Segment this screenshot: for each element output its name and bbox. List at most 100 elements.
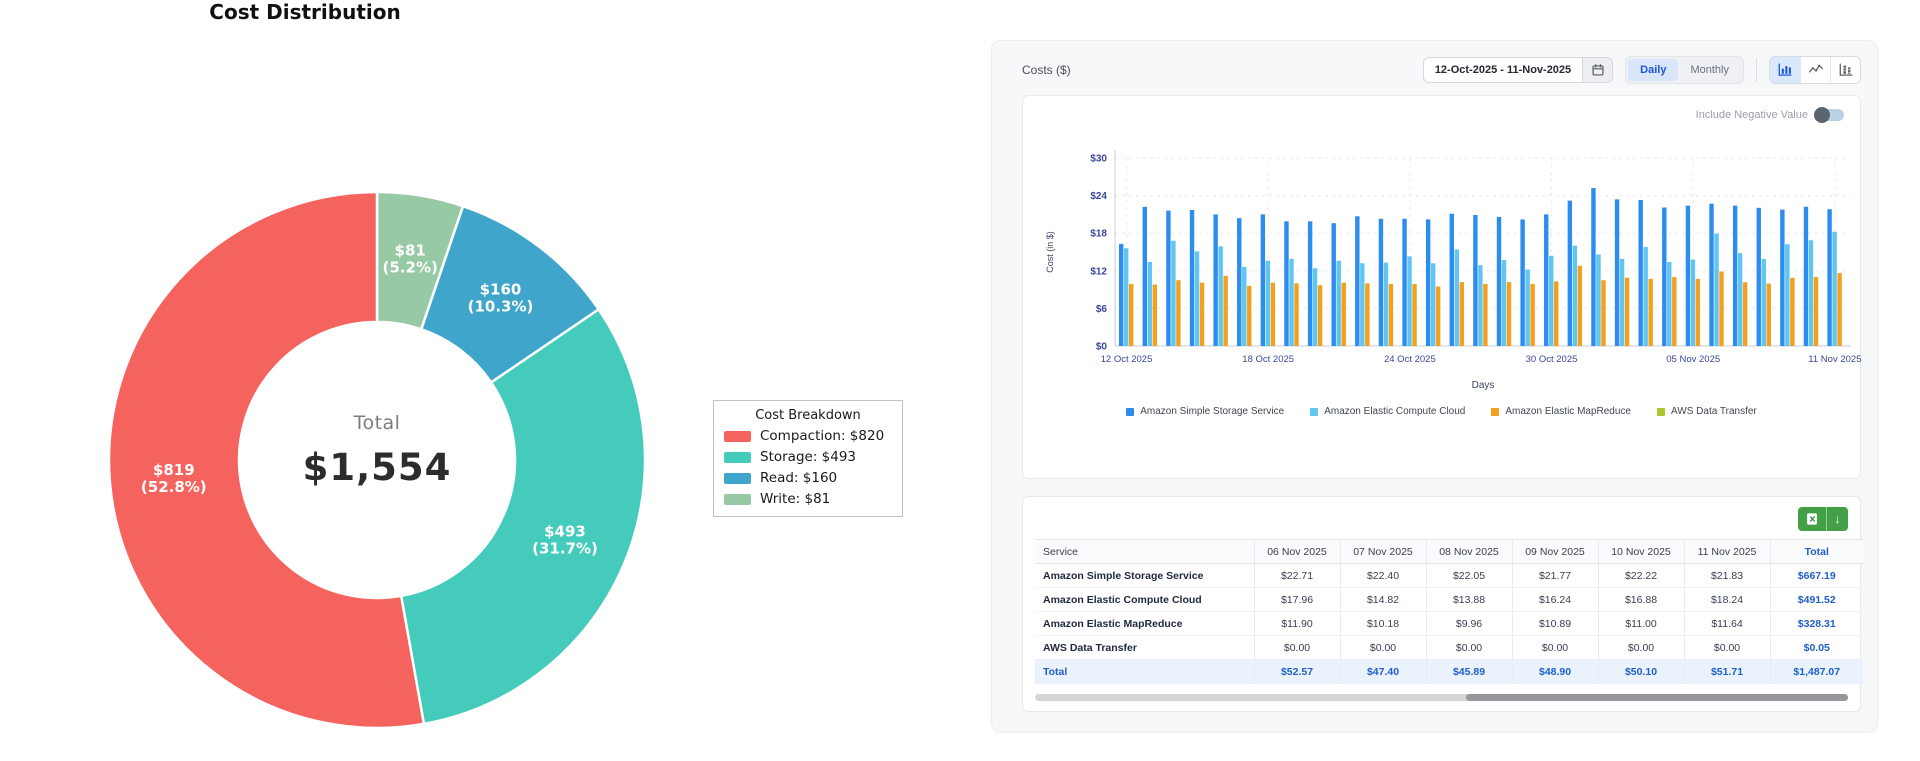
- include-negative-toggle[interactable]: [1814, 107, 1844, 123]
- bar-03-Nov-2025[interactable]: [1638, 199, 1643, 346]
- bar-12-Oct-2025[interactable]: [1119, 243, 1124, 346]
- bar-23-Oct-2025[interactable]: [1378, 218, 1384, 346]
- bar-31-Oct-2025[interactable]: [1572, 245, 1578, 346]
- bar-22-Oct-2025[interactable]: [1355, 216, 1360, 346]
- bar-13-Oct-2025[interactable]: [1152, 284, 1158, 346]
- bar-08-Nov-2025[interactable]: [1761, 259, 1766, 346]
- bar-06-Nov-2025[interactable]: [1709, 203, 1714, 346]
- bar-24-Oct-2025[interactable]: [1407, 256, 1412, 346]
- bar-09-Nov-2025[interactable]: [1785, 244, 1790, 346]
- bar-07-Nov-2025[interactable]: [1742, 282, 1748, 346]
- bar-18-Oct-2025[interactable]: [1265, 260, 1271, 346]
- bar-25-Oct-2025[interactable]: [1435, 286, 1441, 346]
- chart-legend-item[interactable]: AWS Data Transfer: [1657, 406, 1757, 417]
- bar-12-Oct-2025[interactable]: [1124, 248, 1129, 346]
- bar-20-Oct-2025[interactable]: [1317, 285, 1323, 346]
- bar-06-Nov-2025[interactable]: [1719, 271, 1724, 346]
- monthly-tab[interactable]: Monthly: [1690, 64, 1729, 76]
- bar-17-Oct-2025[interactable]: [1242, 267, 1247, 346]
- bar-07-Nov-2025[interactable]: [1737, 253, 1743, 346]
- bar-04-Nov-2025[interactable]: [1667, 262, 1672, 346]
- pie-slice-storage[interactable]: [399, 308, 647, 726]
- bar-19-Oct-2025[interactable]: [1289, 258, 1294, 346]
- bar-02-Nov-2025[interactable]: [1619, 258, 1625, 346]
- bar-05-Nov-2025[interactable]: [1690, 259, 1696, 346]
- bar-26-Oct-2025[interactable]: [1449, 213, 1454, 346]
- bar-04-Nov-2025[interactable]: [1662, 207, 1667, 346]
- bar-01-Nov-2025[interactable]: [1591, 188, 1596, 346]
- calendar-icon[interactable]: [1582, 58, 1613, 82]
- bar-24-Oct-2025[interactable]: [1402, 218, 1407, 346]
- bar-09-Nov-2025[interactable]: [1790, 277, 1795, 346]
- bar-09-Nov-2025[interactable]: [1780, 209, 1785, 346]
- bar-10-Nov-2025[interactable]: [1813, 277, 1819, 346]
- chart-legend-item[interactable]: Amazon Simple Storage Service: [1126, 406, 1284, 417]
- bar-31-Oct-2025[interactable]: [1577, 265, 1583, 346]
- bar-08-Nov-2025[interactable]: [1756, 207, 1761, 346]
- bar-03-Nov-2025[interactable]: [1643, 246, 1648, 346]
- bar-26-Oct-2025[interactable]: [1454, 249, 1459, 346]
- bar-21-Oct-2025[interactable]: [1331, 223, 1336, 346]
- bar-29-Oct-2025[interactable]: [1530, 283, 1535, 346]
- bar-11-Nov-2025[interactable]: [1837, 273, 1842, 346]
- bar-07-Nov-2025[interactable]: [1732, 205, 1738, 346]
- bar-13-Oct-2025[interactable]: [1147, 262, 1153, 346]
- bar-18-Oct-2025[interactable]: [1270, 282, 1276, 346]
- bar-03-Nov-2025[interactable]: [1648, 278, 1653, 346]
- chart-legend-item[interactable]: Amazon Elastic Compute Cloud: [1310, 406, 1465, 417]
- bar-24-Oct-2025[interactable]: [1412, 283, 1417, 346]
- bar-15-Oct-2025[interactable]: [1194, 251, 1200, 346]
- bar-17-Oct-2025[interactable]: [1247, 285, 1252, 346]
- export-excel-button[interactable]: ↓: [1798, 507, 1848, 531]
- bar-18-Oct-2025[interactable]: [1260, 214, 1266, 346]
- date-range-picker[interactable]: 12-Oct-2025 - 11-Nov-2025: [1422, 57, 1614, 83]
- bar-11-Nov-2025[interactable]: [1832, 231, 1837, 346]
- bar-15-Oct-2025[interactable]: [1199, 282, 1205, 346]
- bar-20-Oct-2025[interactable]: [1307, 221, 1313, 346]
- bar-04-Nov-2025[interactable]: [1672, 277, 1677, 346]
- bar-13-Oct-2025[interactable]: [1142, 206, 1148, 346]
- bar-27-Oct-2025[interactable]: [1483, 283, 1488, 346]
- bar-16-Oct-2025[interactable]: [1213, 214, 1218, 346]
- bar-28-Oct-2025[interactable]: [1501, 260, 1507, 346]
- bar-30-Oct-2025[interactable]: [1544, 214, 1549, 346]
- bar-10-Nov-2025[interactable]: [1803, 206, 1809, 346]
- bar-31-Oct-2025[interactable]: [1567, 200, 1573, 346]
- bar-10-Nov-2025[interactable]: [1808, 240, 1814, 346]
- bar-16-Oct-2025[interactable]: [1223, 275, 1228, 346]
- bar-14-Oct-2025[interactable]: [1176, 280, 1181, 346]
- bar-08-Nov-2025[interactable]: [1766, 283, 1771, 346]
- bar-01-Nov-2025[interactable]: [1601, 280, 1606, 346]
- bar-05-Nov-2025[interactable]: [1685, 205, 1691, 346]
- bar-19-Oct-2025[interactable]: [1294, 283, 1299, 346]
- bar-22-Oct-2025[interactable]: [1360, 263, 1365, 346]
- bar-17-Oct-2025[interactable]: [1237, 218, 1242, 346]
- bar-25-Oct-2025[interactable]: [1425, 219, 1431, 346]
- bar-21-Oct-2025[interactable]: [1336, 260, 1341, 346]
- bar-16-Oct-2025[interactable]: [1218, 246, 1223, 346]
- bar-14-Oct-2025[interactable]: [1166, 210, 1171, 346]
- line-chart-icon[interactable]: [1800, 57, 1830, 83]
- bar-01-Nov-2025[interactable]: [1596, 254, 1601, 346]
- bar-28-Oct-2025[interactable]: [1496, 216, 1502, 346]
- bar-27-Oct-2025[interactable]: [1473, 215, 1478, 346]
- bar-26-Oct-2025[interactable]: [1459, 282, 1464, 346]
- bar-22-Oct-2025[interactable]: [1365, 283, 1370, 346]
- bar-06-Nov-2025[interactable]: [1714, 233, 1719, 346]
- bar-21-Oct-2025[interactable]: [1341, 282, 1346, 346]
- bar-02-Nov-2025[interactable]: [1624, 277, 1630, 346]
- bar-29-Oct-2025[interactable]: [1525, 269, 1530, 346]
- bar-28-Oct-2025[interactable]: [1506, 282, 1512, 346]
- pie-slice-compaction[interactable]: [107, 190, 426, 730]
- bar-19-Oct-2025[interactable]: [1284, 221, 1289, 346]
- bar-12-Oct-2025[interactable]: [1129, 283, 1134, 346]
- bar-11-Nov-2025[interactable]: [1827, 209, 1832, 346]
- bar-27-Oct-2025[interactable]: [1478, 265, 1483, 346]
- scrollbar-thumb[interactable]: [1465, 693, 1848, 701]
- stacked-bar-chart-icon[interactable]: [1830, 57, 1860, 83]
- bar-05-Nov-2025[interactable]: [1695, 278, 1701, 346]
- bar-30-Oct-2025[interactable]: [1549, 255, 1554, 346]
- bar-02-Nov-2025[interactable]: [1614, 199, 1620, 346]
- chart-legend-item[interactable]: Amazon Elastic MapReduce: [1491, 406, 1631, 417]
- bar-chart-icon[interactable]: [1770, 57, 1800, 83]
